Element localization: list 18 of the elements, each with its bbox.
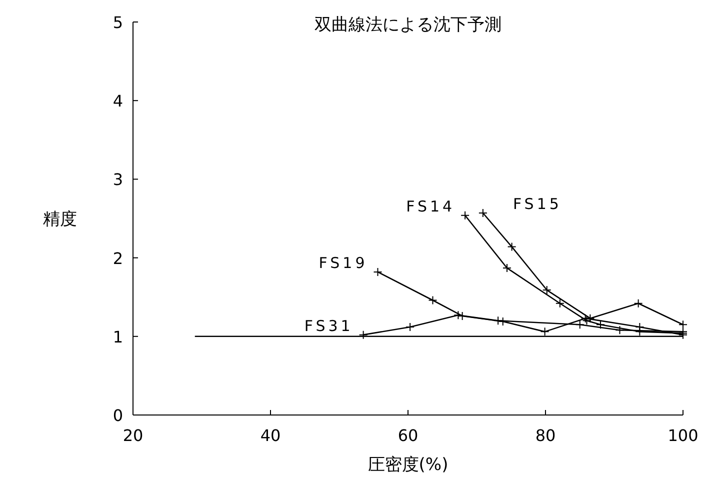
y-tick-label: 0 — [112, 406, 123, 425]
series-label: FS31 — [304, 316, 354, 335]
y-tick-label: 5 — [112, 13, 123, 32]
x-tick-label: 60 — [398, 426, 418, 445]
x-tick-label: 80 — [535, 426, 556, 445]
y-tick-label: 4 — [112, 92, 123, 111]
chart-title: 双曲線法による沈下予測 — [314, 15, 502, 35]
x-axis-title: 圧密度(%) — [368, 455, 448, 475]
series-label: FS15 — [512, 195, 562, 213]
y-axis-title: 精度 — [43, 210, 77, 230]
x-tick-label: 40 — [260, 426, 281, 445]
series-label: FS19 — [318, 254, 368, 272]
series-label: FS14 — [406, 197, 456, 216]
y-tick-label: 3 — [112, 170, 123, 190]
y-tick-label: 2 — [112, 248, 123, 268]
x-tick-label: 100 — [668, 426, 698, 445]
x-tick-label: 20 — [122, 426, 144, 445]
y-tick-label: 1 — [112, 327, 123, 346]
